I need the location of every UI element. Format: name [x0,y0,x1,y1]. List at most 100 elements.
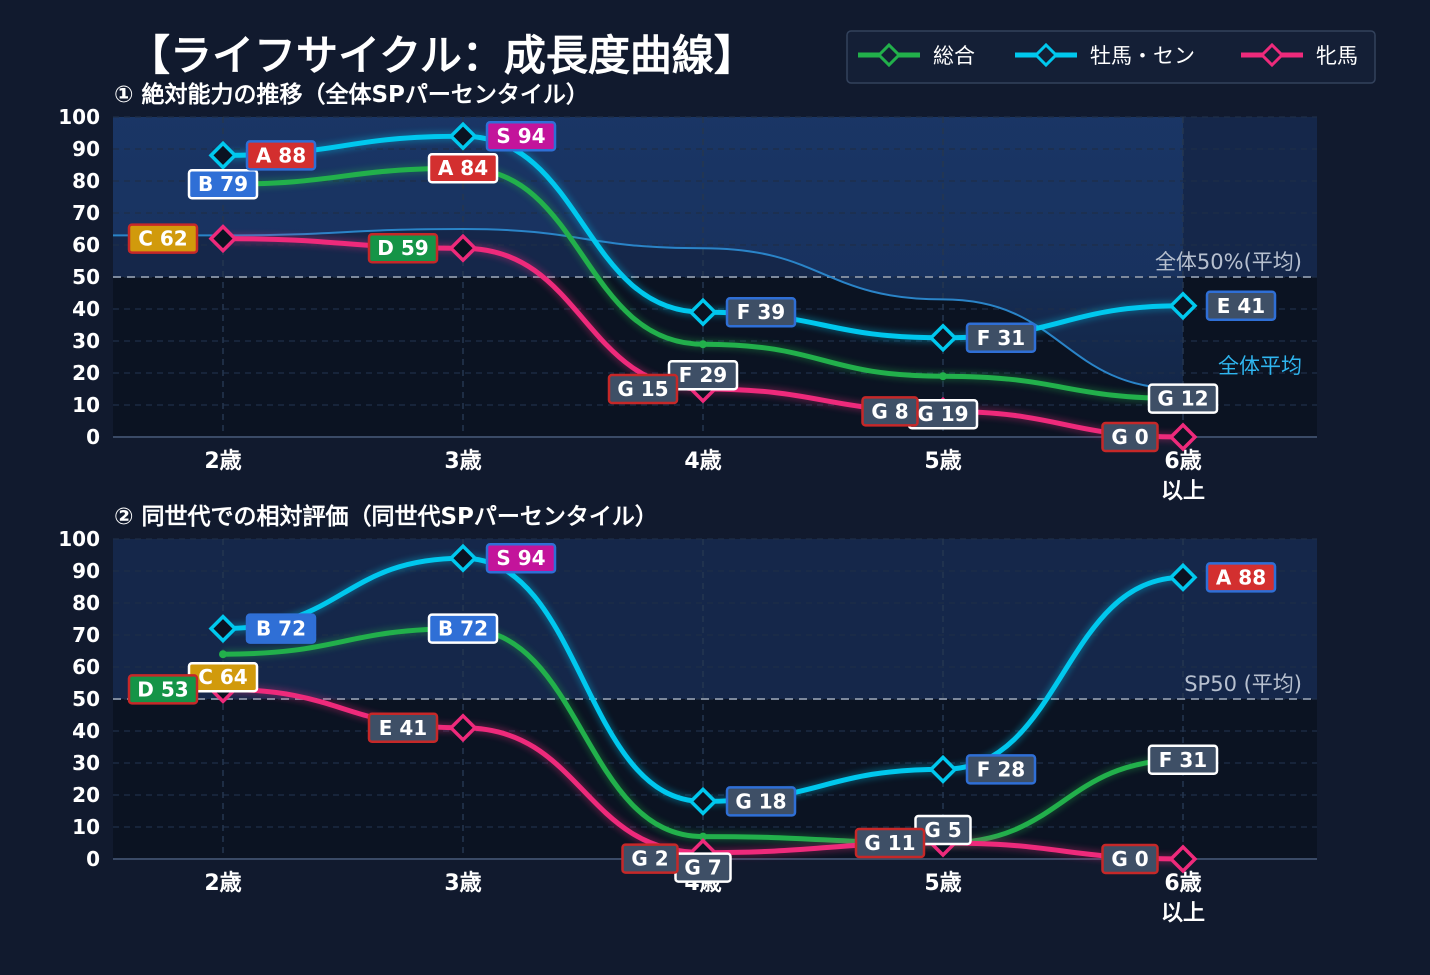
data-label-text: B 72 [438,617,488,641]
y-tick-label: 30 [72,751,100,775]
data-label: S 94 [485,542,557,574]
data-label-text: F 31 [977,326,1025,350]
data-label-text: F 28 [977,757,1025,781]
y-tick-label: 90 [72,137,100,161]
y-tick-label: 100 [58,527,100,551]
y-tick-label: 70 [72,201,100,225]
y-tick-label: 20 [72,783,100,807]
data-label: F 31 [965,322,1037,354]
data-label-text: G 18 [735,789,786,813]
y-tick-label: 60 [72,233,100,257]
y-tick-label: 70 [72,623,100,647]
data-label: G 0 [1101,421,1159,453]
data-label-text: G 19 [917,402,968,426]
data-label: G 11 [854,827,926,859]
data-point-marker [208,614,238,644]
data-label-text: G 11 [864,831,915,855]
data-label: G 2 [621,843,679,874]
data-label-text: G 12 [1157,387,1208,411]
y-tick-label: 0 [86,847,100,871]
data-point-marker [448,233,478,263]
data-label: S 94 [485,120,557,152]
y-tick-label: 50 [72,265,100,289]
data-label-box [1205,562,1277,593]
data-label-text: D 53 [137,677,188,701]
data-label-box [1205,290,1277,322]
data-label: F 28 [965,754,1037,785]
data-label-text: G 0 [1111,425,1148,449]
data-label-text: G 8 [871,399,908,423]
data-label-text: F 29 [679,363,727,387]
data-label-box [245,613,317,644]
data-point [699,832,707,841]
data-point-marker [448,713,478,743]
data-point-marker [1168,422,1198,452]
data-point-marker [208,224,238,254]
y-tick-label: 100 [58,105,100,129]
data-label-box [427,152,499,184]
data-label-box [367,712,439,744]
chart-main-title: 【ライフサイクル：成長度曲線】 [128,31,756,80]
legend: 総合 牡馬・セン 牝馬 [846,30,1376,84]
legend-marker [1033,42,1059,68]
data-label: E 41 [367,712,439,744]
panel-relative: ② 同世代での相対評価（同世代SPパーセンタイル） SP50 (平均) 0 10 20 3… [58,503,1317,926]
data-label: F 29 [667,359,739,391]
data-label: C 64 [187,661,259,693]
data-label-box [127,674,199,705]
data-label-text: C 62 [138,227,187,251]
x-tick-label: 6歳以上 [1161,871,1205,926]
data-point-marker [208,140,238,170]
data-label-box [367,232,439,264]
data-label: G 7 [674,852,732,883]
data-point-marker [1168,844,1198,874]
data-label-box [965,754,1037,785]
data-label-text: B 72 [256,617,306,641]
data-label-box [1147,383,1219,414]
data-point-marker [1168,562,1198,592]
data-label-text: G 5 [924,818,961,842]
x-tick-label: 5歳 [924,871,961,896]
data-label-box [245,140,317,171]
reference-line-label: 全体50%(平均) [1155,250,1302,274]
data-label-text: C 64 [198,665,247,689]
data-point-marker [688,786,718,816]
legend-label: 牡馬・セン [1090,44,1195,68]
y-tick-label: 50 [72,687,100,711]
data-label: G 5 [914,814,972,846]
y-tick-label: 60 [72,655,100,679]
x-tick-label: 4歳 [684,449,721,474]
data-label: B 79 [187,168,259,200]
data-label-box [485,120,557,152]
data-label-box [127,223,199,254]
data-point [939,372,947,381]
data-label: B 72 [427,613,499,644]
data-label-text: G 0 [1111,847,1148,871]
data-label-box [187,168,259,200]
y-tick-label: 20 [72,361,100,385]
average-shaded-area [113,117,1183,389]
data-label: A 84 [427,152,499,184]
average-curve-label: 全体平均 [1218,354,1302,378]
legend-box [846,30,1376,84]
data-label-text: E 41 [1217,294,1265,318]
data-point-marker [448,121,478,151]
data-label-box [861,396,919,427]
data-label: A 88 [1205,562,1277,593]
y-tick-label: 0 [86,425,100,449]
data-label: B 72 [245,613,317,644]
data-label-text: F 31 [1159,748,1207,772]
y-tick-label: 80 [72,169,100,193]
x-tick-label: 2歳 [204,871,241,896]
data-label-box [854,827,926,859]
x-tick-label: 5歳 [924,449,961,474]
data-label-text: S 94 [496,124,545,148]
reference-line-label: SP50 (平均) [1184,672,1302,696]
data-point [699,340,707,349]
data-point-marker [928,323,958,353]
data-label-box [621,843,679,874]
data-label-text: E 41 [379,716,427,740]
y-tick-label: 10 [72,393,100,417]
y-tick-label: 40 [72,297,100,321]
